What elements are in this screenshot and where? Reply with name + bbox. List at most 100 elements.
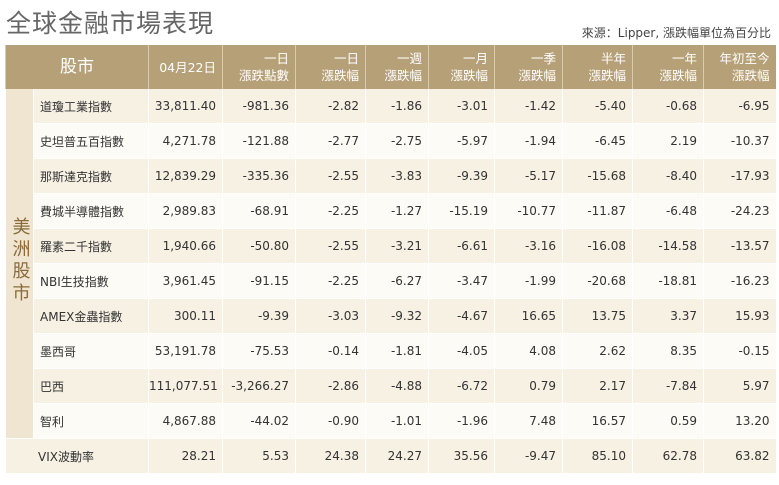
header-row: 股市 04月22日 一日 漲跌點數 一日 漲跌幅 一週 漲跌幅 一月 漲跌幅 一季 漲跌幅 半年 漲跌幅一… (5, 45, 776, 89)
header-text: 04月22日 (159, 59, 216, 75)
cell: -2.55 (295, 158, 366, 194)
row-name: 羅素二千指數 (33, 228, 149, 264)
cell: -50.80 (222, 228, 296, 264)
cell: -4.67 (428, 298, 495, 334)
table-row: 史坦普五百指數 4,271.78 -121.88 -2.77 -2.75 -5.97 -1.… (6, 123, 776, 159)
cell: 2.19 (632, 123, 704, 159)
cell: -981.36 (222, 89, 296, 124)
cell: 12,839.29 (148, 158, 223, 194)
cell: 16.57 (562, 403, 633, 439)
cell: 0.59 (632, 403, 704, 439)
source-note: 來源：Lipper, 漲跌幅單位為百分比 (581, 26, 771, 40)
cell: -11.87 (562, 193, 633, 229)
header-text: 一日 (333, 51, 359, 66)
row-name: VIX波動率 (5, 438, 149, 474)
column-header: 一季 漲跌幅 (494, 45, 563, 89)
cell: -9.39 (222, 298, 296, 334)
header-text: 一季 (530, 51, 556, 66)
row-name: 史坦普五百指數 (33, 123, 149, 159)
column-header: 一日漲跌點數 (222, 45, 296, 89)
header-text: 年初至今 (719, 51, 770, 66)
cell: -1.81 (365, 333, 429, 369)
header-text: 漲跌幅 (384, 68, 422, 83)
table-row: VIX波動率 28.21 5.53 24.38 24.27 35.56 -9.47 85.10… (5, 438, 776, 474)
cell: -121.88 (222, 123, 296, 159)
cell: -8.40 (632, 158, 704, 194)
cell: 62.78 (632, 438, 704, 474)
market-table: 股市 04月22日 一日 漲跌點數 一日 漲跌幅 一週 漲跌幅 一月 漲跌幅 一季 漲跌幅 半年 漲跌幅一… (5, 45, 776, 474)
cell: -2.25 (295, 263, 366, 299)
row-name: AMEX金蟲指數 (33, 298, 149, 334)
cell: -3.03 (295, 298, 366, 334)
cell: 5.53 (222, 438, 296, 474)
column-header: 股市 (5, 45, 149, 89)
cell: -3.21 (365, 228, 429, 264)
header-text: 一年 (671, 51, 697, 66)
cell: 3.37 (632, 298, 704, 334)
cell: 3,961.45 (148, 263, 223, 299)
group-text: 美洲股市 (9, 217, 31, 305)
cell: -20.68 (562, 263, 633, 299)
cell: -15.19 (428, 193, 495, 229)
cell: -9.47 (494, 438, 563, 474)
cell: 63.82 (703, 438, 776, 474)
cell: -0.14 (295, 333, 366, 369)
title: 全球金融市場表現 (6, 9, 215, 38)
header-text: 漲跌幅 (731, 68, 770, 83)
cell: 8.35 (632, 333, 704, 369)
cell: 28.21 (148, 438, 223, 474)
cell: -17.93 (703, 158, 776, 194)
cell: -14.58 (632, 228, 704, 264)
table-row: 巴西 111,077.51 -3,266.27 -2.86 -4.88 -6.72 0.79… (6, 368, 776, 404)
cell: -91.15 (222, 263, 296, 299)
cell: -18.81 (632, 263, 704, 299)
cell: -2.25 (295, 193, 366, 229)
cell: -9.32 (365, 298, 429, 334)
cell: -68.91 (222, 193, 296, 229)
header-text: 漲跌幅 (450, 68, 488, 83)
header-text: 股市 (60, 56, 94, 77)
cell: 15.93 (703, 298, 776, 334)
cell: 2,989.83 (148, 193, 223, 229)
cell: -10.77 (494, 193, 563, 229)
table-row: 羅素二千指數 1,940.66 -50.80 -2.55 -3.21 -6.61 -3.16… (6, 228, 776, 264)
cell: -44.02 (222, 403, 296, 439)
cell: -1.99 (494, 263, 563, 299)
cell: -10.37 (703, 123, 776, 159)
table-row: AMEX金蟲指數 300.11 -9.39 -3.03 -9.32 -4.67 16.65 1… (6, 298, 776, 334)
cell: -9.39 (428, 158, 495, 194)
cell: 4,271.78 (148, 123, 223, 159)
header-text: 漲跌點數 (238, 68, 289, 83)
cell: -13.57 (703, 228, 776, 264)
cell: -5.97 (428, 123, 495, 159)
cell: -0.90 (295, 403, 366, 439)
cell: 111,077.51 (148, 368, 223, 404)
cell: -2.55 (295, 228, 366, 264)
cell: -5.40 (562, 89, 633, 124)
cell: 2.17 (562, 368, 633, 404)
row-name: NBI生技指數 (33, 263, 149, 299)
cell: -24.23 (703, 193, 776, 229)
header: 全球金融市場表現 來源：Lipper, 漲跌幅單位為百分比 (0, 0, 779, 44)
cell: -6.27 (365, 263, 429, 299)
cell: -6.48 (632, 193, 704, 229)
cell: -335.36 (222, 158, 296, 194)
cell: -1.42 (494, 89, 563, 124)
header-text: 一日 (263, 51, 289, 66)
cell: -3.16 (494, 228, 563, 264)
row-name: 智利 (33, 403, 149, 439)
column-header: 04月22日 (148, 45, 223, 89)
row-name: 道瓊工業指數 (33, 89, 149, 124)
cell: -2.86 (295, 368, 366, 404)
cell: 13.75 (562, 298, 633, 334)
cell: -1.96 (428, 403, 495, 439)
cell: -4.88 (365, 368, 429, 404)
column-header: 一週 漲跌幅 (365, 45, 429, 89)
cell: 5.97 (703, 368, 776, 404)
table-row: NBI生技指數 3,961.45 -91.15 -2.25 -6.27 -3.47 -1.9… (6, 263, 776, 299)
header-text: 一月 (462, 51, 488, 66)
cell: 85.10 (562, 438, 633, 474)
cell: 13.20 (703, 403, 776, 439)
cell: -15.68 (562, 158, 633, 194)
